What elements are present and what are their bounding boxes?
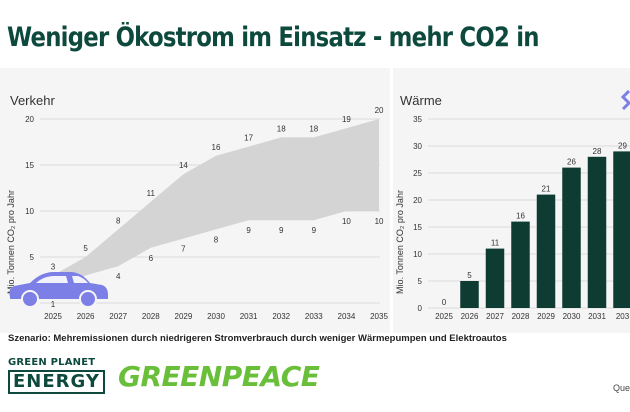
lower-value-label: 8 (214, 235, 219, 244)
lower-value-label: 7 (181, 245, 186, 254)
x-tick-label: 2030 (563, 312, 581, 321)
y-tick-label: 10 (25, 207, 34, 216)
car-icon (9, 272, 108, 308)
x-tick-label: 2031 (240, 312, 258, 321)
bar-value-label: 29 (618, 141, 627, 150)
bar-value-label: 5 (467, 271, 472, 280)
cut-off-icon (621, 90, 630, 111)
x-tick-label: 2026 (77, 312, 95, 321)
lower-value-label: 9 (312, 226, 317, 235)
lower-value-label: 10 (342, 217, 351, 226)
x-tick-label: 2034 (338, 312, 356, 321)
x-tick-label: 2030 (207, 312, 225, 321)
y-tick-label: 5 (30, 253, 35, 262)
y-tick-label: 5 (418, 277, 423, 286)
upper-value-label: 18 (277, 124, 286, 133)
lower-value-label: 1 (51, 300, 56, 309)
heat-bar (536, 194, 556, 308)
waerme-chart-panel: Wärme Mio. Tonnen CO₂ pro Jahr 0 5 11 16 21 2… (393, 68, 630, 333)
y-tick-label: 15 (413, 223, 422, 232)
lower-value-label: 10 (375, 217, 384, 226)
x-tick-label: 2031 (588, 312, 606, 321)
x-tick-label: 2025 (435, 312, 453, 321)
verkehr-chart: Verkehr Mio. Tonnen CO₂ pro Jahr 3581114… (6, 93, 388, 321)
bar-value-label: 21 (542, 185, 551, 194)
upper-value-label: 20 (375, 106, 384, 115)
bar-value-label: 28 (593, 147, 602, 156)
green-planet-energy-logo: GREEN PLANET ENERGY (8, 357, 108, 394)
bar-value-label: 16 (516, 212, 525, 221)
x-tick-label: 2033 (305, 312, 323, 321)
heat-bar (460, 281, 479, 308)
x-tick-label: 2027 (109, 312, 127, 321)
upper-value-label: 3 (51, 262, 56, 271)
y-tick-label: 10 (413, 250, 422, 259)
page-title: Weniger Ökostrom im Einsatz - mehr CO2 i… (7, 22, 543, 53)
x-tick-label: 2028 (142, 312, 160, 321)
x-tick-label: 2035 (370, 312, 388, 321)
emission-range-band (53, 119, 380, 294)
y-tick-label: 20 (25, 115, 34, 124)
heat-bar (587, 156, 607, 308)
y-tick-label: 20 (413, 196, 422, 205)
waerme-chart: Wärme Mio. Tonnen CO₂ pro Jahr 0 5 11 16 21 2… (395, 93, 630, 321)
gpe-logo-bottom: ENERGY (8, 370, 105, 394)
heat-bar (562, 167, 581, 308)
x-tick-label: 2025 (44, 312, 62, 321)
greenpeace-logo: GREENPEACE (118, 360, 320, 393)
heat-bar (485, 248, 505, 308)
y-tick-label: 0 (418, 304, 423, 313)
upper-value-label: 5 (83, 244, 88, 253)
lower-value-label: 4 (116, 272, 121, 281)
upper-value-label: 11 (147, 189, 156, 198)
lower-value-label: 9 (246, 226, 251, 235)
source-label: Que (613, 383, 630, 393)
bar-value-label: 11 (491, 239, 500, 248)
verkehr-y-axis-label: Mio. Tonnen CO₂ pro Jahr (6, 190, 16, 294)
heat-bar (511, 221, 530, 308)
upper-value-label: 19 (342, 115, 351, 124)
waerme-chart-title: Wärme (400, 93, 442, 108)
verkehr-chart-panel: Verkehr Mio. Tonnen CO₂ pro Jahr 3 5 8 11 14… (0, 68, 390, 333)
x-tick-label: 203 (616, 312, 630, 321)
verkehr-chart-title: Verkehr (10, 93, 55, 108)
bar-value-label: 26 (567, 158, 576, 167)
upper-value-label: 18 (309, 124, 318, 133)
x-tick-label: 2027 (486, 312, 504, 321)
scenario-note: Szenario: Mehremissionen durch niedriger… (8, 333, 507, 344)
y-tick-label: 35 (413, 115, 422, 124)
y-tick-label: 30 (413, 142, 422, 151)
lower-value-label: 6 (149, 254, 154, 263)
y-tick-label: 25 (413, 169, 422, 178)
bar-value-label: 0 (442, 298, 447, 307)
x-tick-label: 2029 (537, 312, 555, 321)
lower-value-label: 9 (279, 226, 284, 235)
x-tick-label: 2026 (461, 312, 479, 321)
upper-value-label: 17 (244, 134, 253, 143)
x-tick-label: 2028 (512, 312, 530, 321)
heat-bar (613, 151, 630, 308)
upper-value-label: 14 (179, 161, 188, 170)
y-tick-label: 15 (25, 161, 34, 170)
upper-value-label: 8 (116, 216, 121, 225)
x-tick-label: 2032 (272, 312, 290, 321)
x-tick-label: 2029 (175, 312, 193, 321)
gpe-logo-top: GREEN PLANET (8, 357, 96, 368)
upper-value-label: 16 (212, 143, 221, 152)
waerme-y-axis-label: Mio. Tonnen CO₂ pro Jahr (395, 190, 405, 294)
